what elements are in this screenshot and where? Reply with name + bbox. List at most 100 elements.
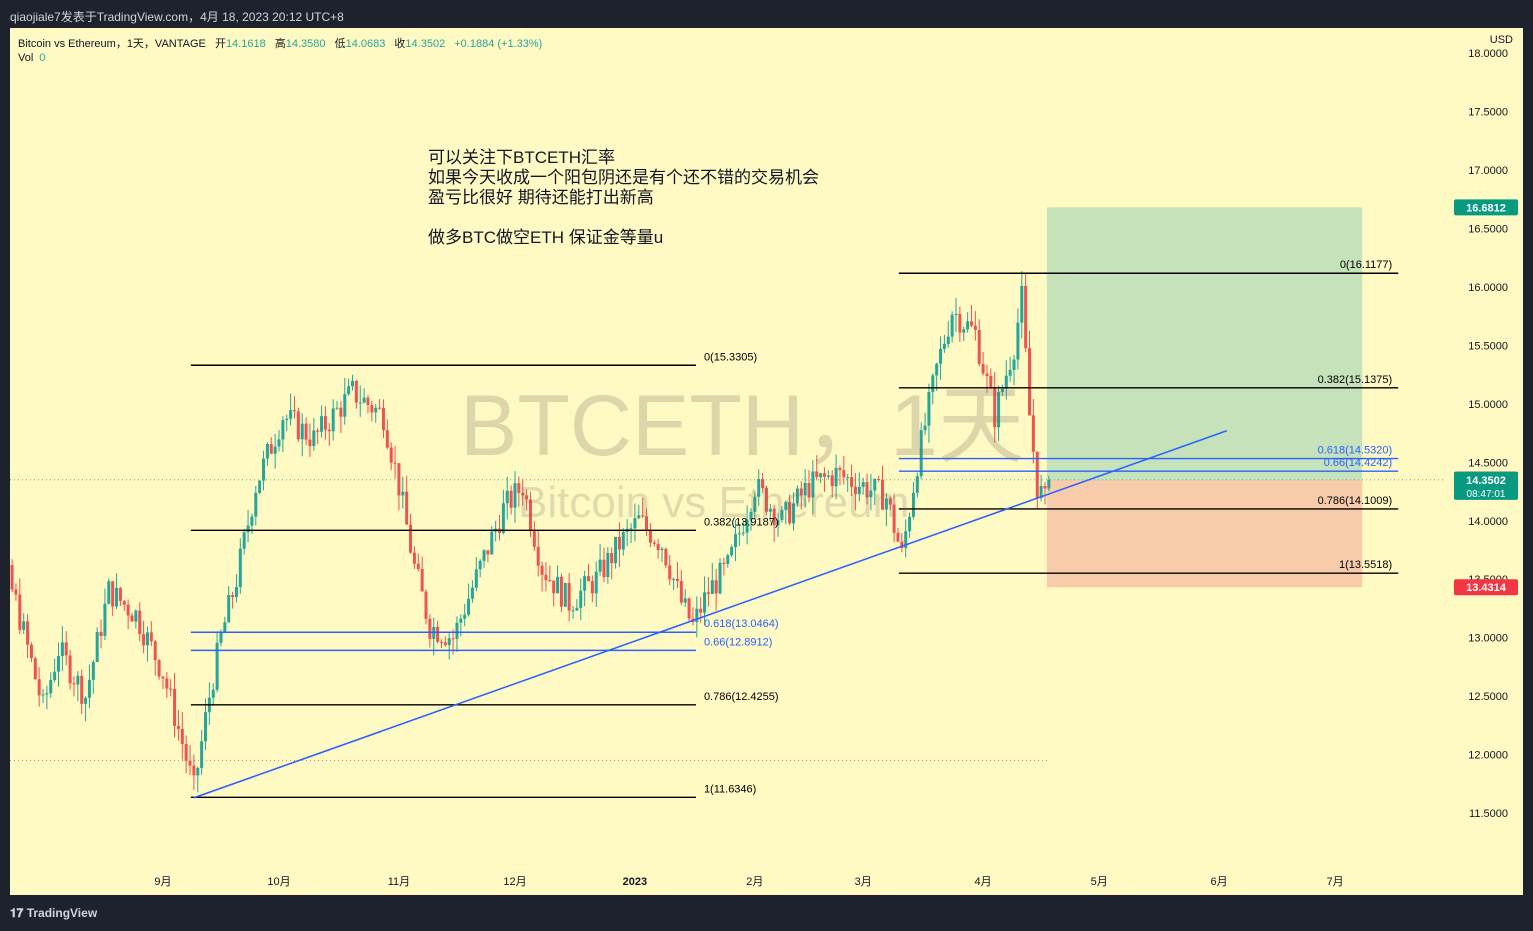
candle <box>490 531 494 555</box>
candle <box>536 546 540 566</box>
candle <box>126 604 130 616</box>
candle <box>416 563 420 570</box>
candle <box>803 483 807 496</box>
candle <box>521 492 525 496</box>
candle <box>792 503 796 524</box>
candle <box>513 483 517 508</box>
candle <box>80 675 84 704</box>
fib2-level-label: 1(13.5518) <box>1339 559 1392 571</box>
y-tick-label: 12.0000 <box>1468 750 1508 762</box>
candle <box>931 375 935 392</box>
candle <box>145 632 149 646</box>
candle <box>842 470 846 478</box>
candle <box>389 447 393 463</box>
candle <box>772 508 776 526</box>
candle <box>29 644 33 659</box>
tradingview-logo[interactable]: 𝟏𝟕 TradingView <box>10 906 97 921</box>
candle <box>192 765 196 776</box>
candle <box>807 483 811 498</box>
candle <box>289 410 293 419</box>
watermark-symbol: BTCETH，1天 <box>460 378 1024 474</box>
candle <box>385 430 389 448</box>
bottom-bar <box>0 895 1533 931</box>
candle <box>393 462 397 464</box>
high-label: 高 <box>274 38 286 50</box>
candle <box>358 402 362 404</box>
candle <box>687 598 691 619</box>
candle <box>122 601 126 605</box>
candle <box>923 425 927 431</box>
candle <box>68 655 72 684</box>
candle <box>219 632 223 643</box>
candle <box>161 676 165 679</box>
chart-area[interactable]: 11.500012.000012.500013.000013.500014.00… <box>10 28 1523 895</box>
candle <box>169 688 173 690</box>
candle <box>1000 388 1004 393</box>
candle <box>730 547 734 556</box>
candle <box>915 476 919 493</box>
candle <box>865 482 869 498</box>
candle <box>474 569 478 588</box>
close-value: 14.3502 <box>405 38 446 50</box>
candle <box>784 501 788 510</box>
candle <box>645 516 649 530</box>
candle <box>660 548 664 550</box>
fib1-level-label: 0.786(12.4255) <box>704 691 779 703</box>
annotation-line-3: 盈亏比很好 期待还能打出新高 <box>428 188 654 207</box>
candle <box>443 642 447 646</box>
price-chart[interactable]: 11.500012.000012.500013.000013.500014.00… <box>10 28 1523 895</box>
fib2-level-label: 0.786(14.1009) <box>1318 495 1393 507</box>
candle <box>308 439 312 446</box>
fib1-level-label: 0.618(13.0464) <box>704 618 779 630</box>
candle <box>981 363 985 374</box>
close-label: 收 <box>394 38 406 50</box>
candle <box>447 638 451 646</box>
candle <box>737 533 741 535</box>
candle <box>846 477 850 479</box>
candle <box>683 598 687 603</box>
candle <box>621 531 625 550</box>
candle <box>853 486 857 495</box>
candle <box>559 576 563 607</box>
candle <box>176 725 180 729</box>
candle <box>703 592 707 613</box>
y-tick-label: 14.0000 <box>1468 516 1508 528</box>
candle <box>877 478 881 480</box>
candle <box>869 490 873 498</box>
candle <box>1047 479 1051 489</box>
candle <box>339 407 343 417</box>
candle <box>699 608 703 613</box>
annotation-line-1: 可以关注下BTCETH汇率 <box>428 148 615 167</box>
candle <box>734 534 737 548</box>
candle <box>1016 322 1020 360</box>
candle <box>188 760 192 766</box>
text-annotation[interactable]: 可以关注下BTCETH汇率 如果今天收成一个阳包阴还是有个还不错的交易机会 盈亏… <box>428 148 819 248</box>
candle <box>776 519 780 526</box>
candle <box>316 430 320 432</box>
candle <box>142 634 146 646</box>
y-tick-label: 17.0000 <box>1468 165 1508 177</box>
candle <box>49 680 53 694</box>
candle <box>33 658 37 680</box>
x-tick-label: 2月 <box>746 876 763 888</box>
candle <box>470 587 474 599</box>
candle <box>91 661 95 680</box>
candle <box>87 679 91 698</box>
candle <box>173 688 177 726</box>
candle <box>378 407 382 409</box>
x-tick-label: 2023 <box>623 876 647 888</box>
candle <box>881 479 885 510</box>
candle <box>641 515 645 517</box>
candle <box>351 380 355 387</box>
low-value: 14.0683 <box>345 38 386 50</box>
candle <box>563 583 567 607</box>
candle <box>822 473 826 477</box>
symbol-legend: Bitcoin vs Ethereum，1天，VANTAGE 开14.1618 … <box>18 35 542 51</box>
candle <box>304 423 308 440</box>
candle <box>277 439 281 447</box>
candle <box>134 610 138 622</box>
x-tick-label: 10月 <box>267 876 290 888</box>
candle <box>482 550 486 561</box>
candle <box>366 397 370 405</box>
candle <box>223 622 227 633</box>
